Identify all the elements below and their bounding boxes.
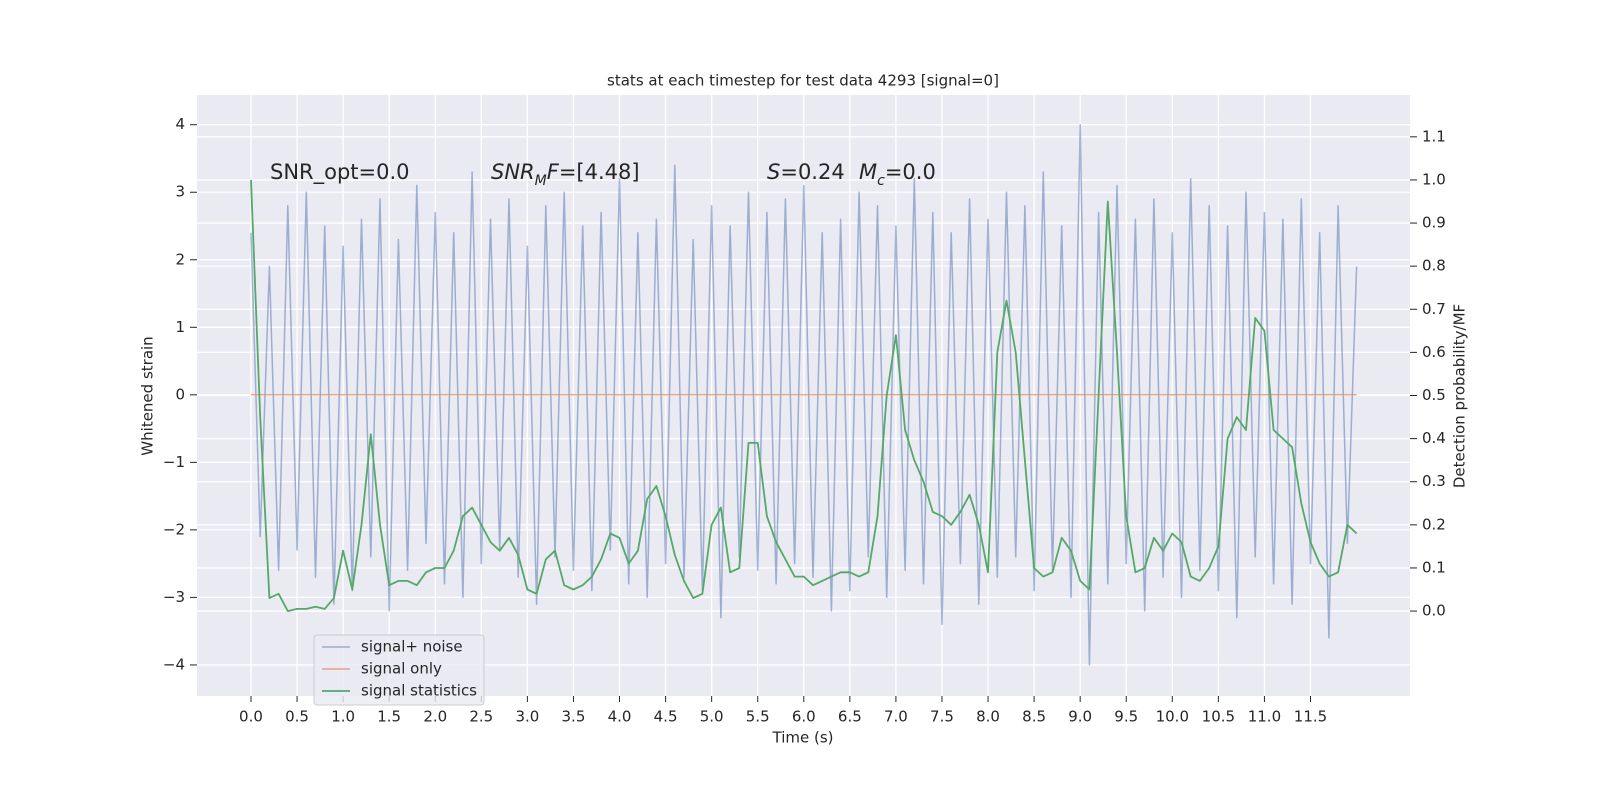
x-tick-label: 5.5 bbox=[746, 708, 770, 726]
y2-tick-label: 0.2 bbox=[1422, 515, 1446, 533]
y-tick-label: 2 bbox=[175, 250, 185, 268]
annotation-part: =[4.48] bbox=[559, 160, 640, 184]
x-tick-label: 0.5 bbox=[285, 708, 309, 726]
x-tick-label: 10.0 bbox=[1156, 708, 1189, 726]
y2-tick-label: 0.5 bbox=[1422, 386, 1446, 404]
annotation-part: =0.0 bbox=[885, 160, 936, 184]
x-tick-label: 3.0 bbox=[515, 708, 539, 726]
series-line bbox=[250, 123, 1358, 666]
y-tick-label: 4 bbox=[175, 115, 185, 133]
annotation: SNRMF=[4.48] bbox=[491, 160, 640, 189]
legend-label: signal+ noise bbox=[361, 638, 463, 656]
annotation-part: M bbox=[535, 173, 547, 189]
y-tick-label: 1 bbox=[175, 318, 185, 336]
x-tick-label: 2.0 bbox=[423, 708, 447, 726]
x-tick-label: 6.0 bbox=[792, 708, 816, 726]
y2-tick-label: 1.0 bbox=[1422, 170, 1446, 188]
annotation: S=0.24 bbox=[767, 160, 845, 184]
y-tick-label: −4 bbox=[163, 655, 185, 673]
x-tick-label: 1.0 bbox=[331, 708, 355, 726]
x-tick-label: 1.5 bbox=[377, 708, 401, 726]
y2-tick-label: 0.0 bbox=[1422, 602, 1446, 620]
x-tick-label: 4.5 bbox=[654, 708, 678, 726]
annotation-part: SNR bbox=[491, 160, 535, 184]
legend-box bbox=[313, 634, 485, 706]
y-tick-label: −3 bbox=[163, 588, 185, 606]
y-tick-label: 0 bbox=[175, 385, 185, 403]
x-tick-label: 6.5 bbox=[838, 708, 862, 726]
annotation-part: =0.24 bbox=[780, 160, 844, 184]
legend-label: signal only bbox=[361, 660, 442, 678]
chart-title: stats at each timestep for test data 429… bbox=[607, 72, 999, 90]
plot bbox=[250, 123, 1358, 666]
y2-tick-label: 0.4 bbox=[1422, 429, 1446, 447]
x-tick-label: 9.0 bbox=[1068, 708, 1092, 726]
y-axis-label: Whitened strain bbox=[139, 336, 157, 455]
y-tick-label: 3 bbox=[175, 183, 185, 201]
x-tick-label: 11.0 bbox=[1248, 708, 1281, 726]
y-tick-label: −1 bbox=[163, 453, 185, 471]
y2-tick-label: 1.1 bbox=[1422, 127, 1446, 145]
x-tick-label: 11.5 bbox=[1294, 708, 1327, 726]
x-tick-label: 2.5 bbox=[469, 708, 493, 726]
annotation-part: c bbox=[877, 173, 885, 189]
x-tick-label: 3.5 bbox=[562, 708, 586, 726]
x-tick-label: 8.5 bbox=[1022, 708, 1046, 726]
x-tick-label: 9.5 bbox=[1114, 708, 1138, 726]
annotation-part: F bbox=[547, 160, 560, 184]
y2-tick-label: 0.8 bbox=[1422, 257, 1446, 275]
y2-tick-label: 0.3 bbox=[1422, 472, 1446, 490]
x-tick-label: 10.5 bbox=[1202, 708, 1235, 726]
annotation-part: M bbox=[859, 160, 877, 184]
y-tick-label: −2 bbox=[163, 520, 185, 538]
x-tick-label: 4.0 bbox=[608, 708, 632, 726]
legend-label: signal statistics bbox=[361, 682, 477, 700]
annotation: Mc=0.0 bbox=[859, 160, 936, 189]
y2-tick-label: 0.6 bbox=[1422, 343, 1446, 361]
annotation-part: SNR_opt=0.0 bbox=[270, 160, 410, 185]
y2-tick-label: 0.1 bbox=[1422, 558, 1446, 576]
x-tick-label: 7.5 bbox=[930, 708, 954, 726]
y2-axis-label: Detection probability/MF bbox=[1451, 304, 1469, 488]
y2-tick-label: 0.7 bbox=[1422, 300, 1446, 318]
annotation-part: S bbox=[767, 160, 780, 184]
x-tick-label: 8.0 bbox=[976, 708, 1000, 726]
series-line bbox=[250, 179, 1358, 612]
x-tick-label: 5.0 bbox=[700, 708, 724, 726]
x-tick-label: 7.0 bbox=[884, 708, 908, 726]
annotation: SNR_opt=0.0 bbox=[270, 160, 410, 185]
x-tick-label: 0.0 bbox=[239, 708, 263, 726]
y2-tick-label: 0.9 bbox=[1422, 214, 1446, 232]
x-axis-label: Time (s) bbox=[772, 729, 834, 747]
